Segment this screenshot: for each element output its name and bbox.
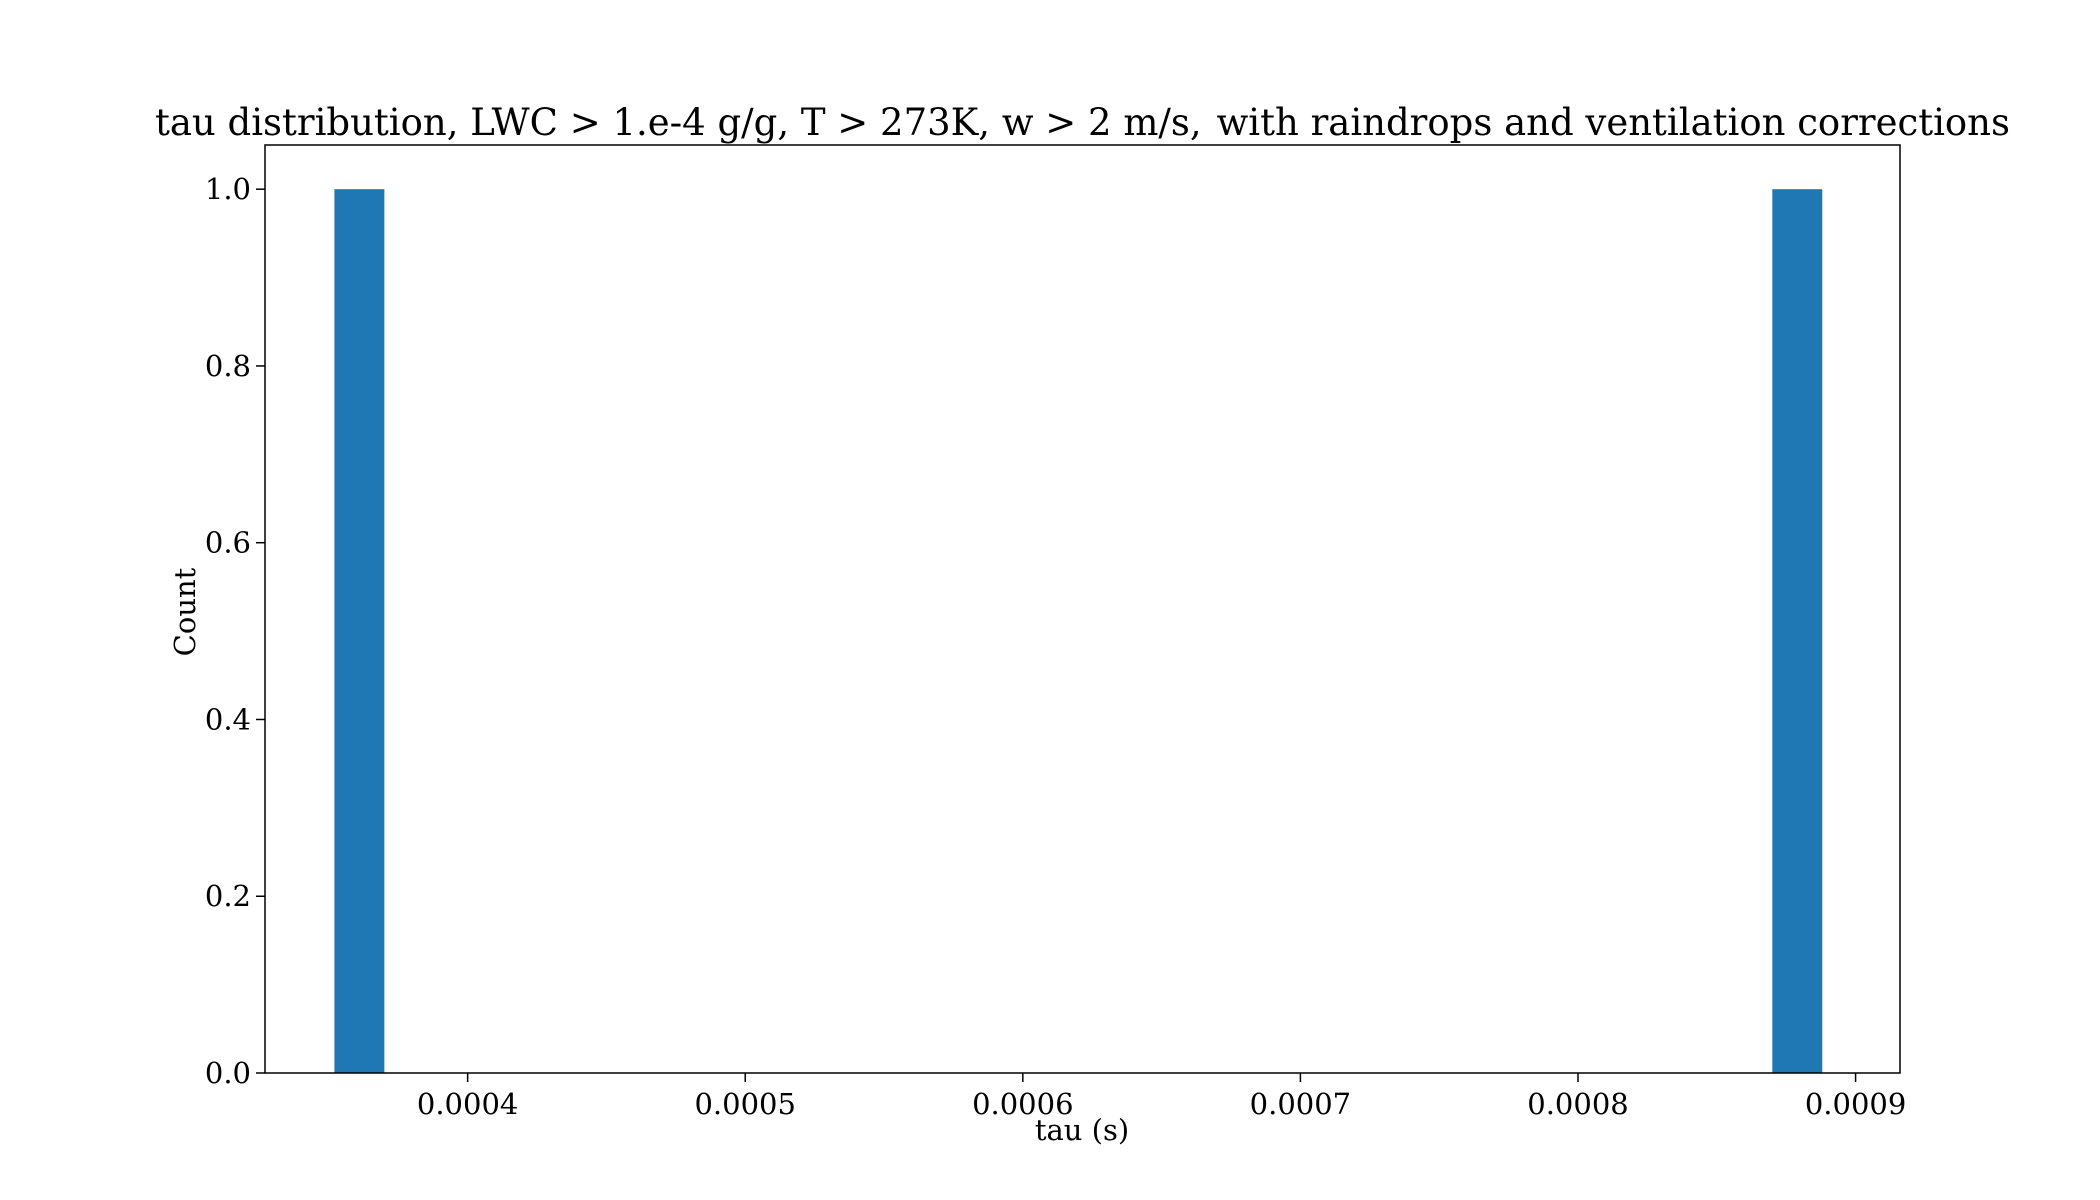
y-tick-label-5: 0.8 bbox=[205, 349, 251, 383]
x-axis-label: tau (s) bbox=[1035, 1113, 1129, 1147]
y-tick-label-2: 0.2 bbox=[205, 879, 251, 913]
plot-area-frame bbox=[264, 144, 1901, 1074]
chart-title-right: with raindrops and ventilation correctio… bbox=[1217, 101, 2010, 144]
x-tick-label-6: 0.0009 bbox=[1805, 1087, 1906, 1121]
y-axis-label: Count bbox=[168, 567, 202, 656]
y-tick-label-4: 0.6 bbox=[205, 526, 251, 560]
x-tick-label-2: 0.0005 bbox=[694, 1087, 795, 1121]
x-tick-label-1: 0.0004 bbox=[417, 1087, 518, 1121]
y-tick-label-6: 1.0 bbox=[205, 172, 251, 206]
y-tick-label-1: 0.0 bbox=[205, 1056, 251, 1090]
histogram-bar-1 bbox=[334, 189, 385, 1073]
histogram-bar-2 bbox=[1772, 189, 1823, 1073]
chart-title-left: tau distribution, LWC > 1.e-4 g/g, T > 2… bbox=[155, 101, 1202, 144]
x-tick-label-4: 0.0007 bbox=[1250, 1087, 1351, 1121]
x-tick-label-3: 0.0006 bbox=[972, 1087, 1073, 1121]
bars-layer bbox=[334, 189, 1823, 1073]
x-tick-label-5: 0.0008 bbox=[1527, 1087, 1628, 1121]
y-axis-ticks: 0.0 0.2 0.4 0.6 0.8 1.0 bbox=[205, 172, 265, 1090]
y-tick-label-3: 0.4 bbox=[205, 702, 251, 736]
x-axis-ticks: 0.0004 0.0005 0.0006 0.0007 0.0008 0.0009 bbox=[417, 1073, 1906, 1121]
